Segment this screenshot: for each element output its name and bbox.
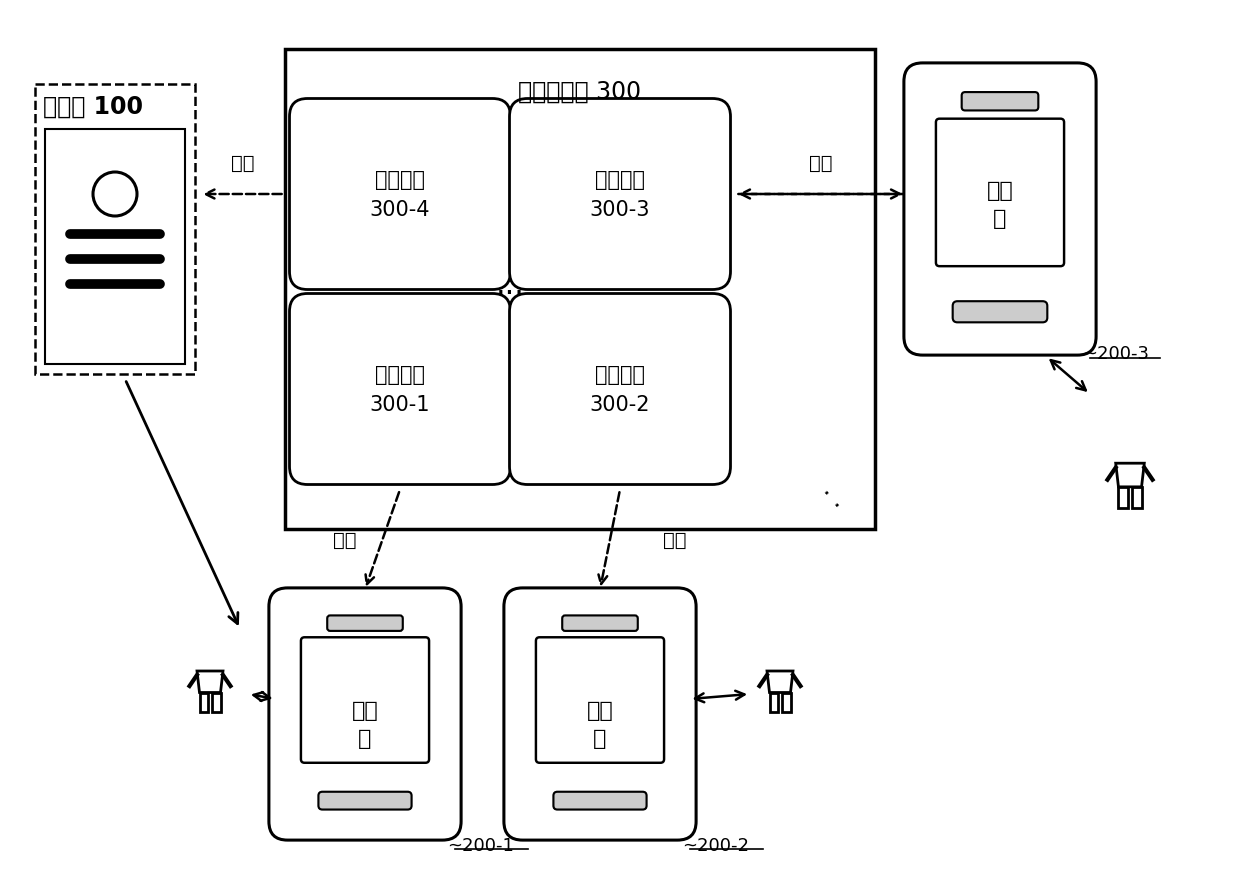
Circle shape [1118, 427, 1142, 452]
FancyBboxPatch shape [289, 294, 511, 485]
FancyBboxPatch shape [503, 588, 696, 840]
Text: · ·: · · [813, 483, 847, 517]
Polygon shape [197, 672, 223, 693]
FancyBboxPatch shape [936, 120, 1064, 267]
FancyBboxPatch shape [553, 792, 646, 810]
Bar [35, 85, 195, 375]
Polygon shape [1118, 487, 1128, 509]
Text: 客户
端: 客户 端 [587, 700, 614, 748]
FancyBboxPatch shape [510, 294, 730, 485]
FancyBboxPatch shape [301, 638, 429, 763]
FancyBboxPatch shape [536, 638, 665, 763]
Text: 映射: 映射 [334, 531, 357, 549]
Text: 共识节点
300-1: 共识节点 300-1 [370, 365, 430, 415]
Polygon shape [200, 693, 208, 711]
Text: ~200-1: ~200-1 [448, 836, 515, 854]
FancyBboxPatch shape [319, 792, 412, 810]
Text: 客户
端: 客户 端 [987, 181, 1013, 229]
Polygon shape [1116, 463, 1145, 487]
FancyBboxPatch shape [562, 616, 637, 631]
Polygon shape [212, 693, 221, 711]
FancyBboxPatch shape [962, 93, 1038, 112]
Text: 客户
端: 客户 端 [352, 700, 378, 748]
Circle shape [198, 638, 221, 660]
FancyBboxPatch shape [327, 616, 403, 631]
Text: 共识节点
300-2: 共识节点 300-2 [590, 365, 650, 415]
Polygon shape [1132, 487, 1142, 509]
Text: 映射: 映射 [808, 154, 832, 173]
FancyBboxPatch shape [289, 99, 511, 291]
Bar [45, 130, 185, 364]
FancyBboxPatch shape [904, 64, 1096, 355]
Text: 服务器 100: 服务器 100 [43, 95, 143, 119]
Polygon shape [770, 693, 777, 711]
Text: ~200-2: ~200-2 [682, 836, 749, 854]
Circle shape [769, 638, 791, 660]
Bar [285, 50, 875, 530]
Text: 共识节点
300-4: 共识节点 300-4 [370, 170, 430, 220]
FancyBboxPatch shape [269, 588, 461, 840]
Text: ~200-3: ~200-3 [1083, 346, 1149, 363]
FancyBboxPatch shape [510, 99, 730, 291]
Text: 共识节点
300-3: 共识节点 300-3 [590, 170, 650, 220]
Text: 映射: 映射 [663, 531, 687, 549]
Polygon shape [782, 693, 791, 711]
FancyBboxPatch shape [952, 302, 1048, 323]
Polygon shape [768, 672, 794, 693]
Text: ···: ··· [496, 280, 525, 309]
Text: 映射: 映射 [231, 154, 254, 173]
Text: 区块链网络 300: 区块链网络 300 [518, 80, 641, 104]
